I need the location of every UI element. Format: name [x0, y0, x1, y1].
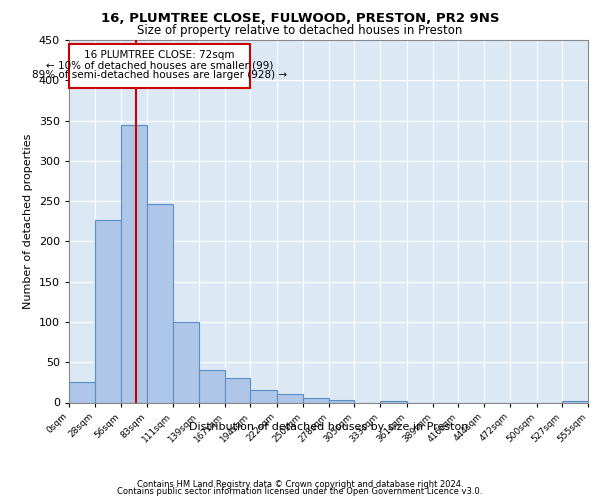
Bar: [146, 204, 173, 402]
Bar: [225, 378, 250, 402]
FancyBboxPatch shape: [69, 44, 250, 88]
Bar: [199, 370, 225, 402]
Bar: [380, 401, 407, 402]
Text: Contains public sector information licensed under the Open Government Licence v3: Contains public sector information licen…: [118, 488, 482, 496]
Y-axis label: Number of detached properties: Number of detached properties: [23, 134, 33, 309]
Text: 89% of semi-detached houses are larger (928) →: 89% of semi-detached houses are larger (…: [32, 70, 287, 80]
Bar: [173, 322, 199, 402]
Bar: [562, 401, 588, 402]
Bar: [250, 390, 277, 402]
Bar: [329, 400, 354, 402]
Text: Distribution of detached houses by size in Preston: Distribution of detached houses by size …: [189, 422, 469, 432]
Text: 16 PLUMTREE CLOSE: 72sqm: 16 PLUMTREE CLOSE: 72sqm: [85, 50, 235, 60]
Text: Size of property relative to detached houses in Preston: Size of property relative to detached ho…: [137, 24, 463, 37]
Bar: [121, 124, 146, 402]
Text: 16, PLUMTREE CLOSE, FULWOOD, PRESTON, PR2 9NS: 16, PLUMTREE CLOSE, FULWOOD, PRESTON, PR…: [101, 12, 499, 26]
Bar: [95, 220, 121, 402]
Bar: [303, 398, 329, 402]
Text: ← 10% of detached houses are smaller (99): ← 10% of detached houses are smaller (99…: [46, 60, 274, 70]
Bar: [277, 394, 303, 402]
Text: Contains HM Land Registry data © Crown copyright and database right 2024.: Contains HM Land Registry data © Crown c…: [137, 480, 463, 489]
Bar: [69, 382, 95, 402]
